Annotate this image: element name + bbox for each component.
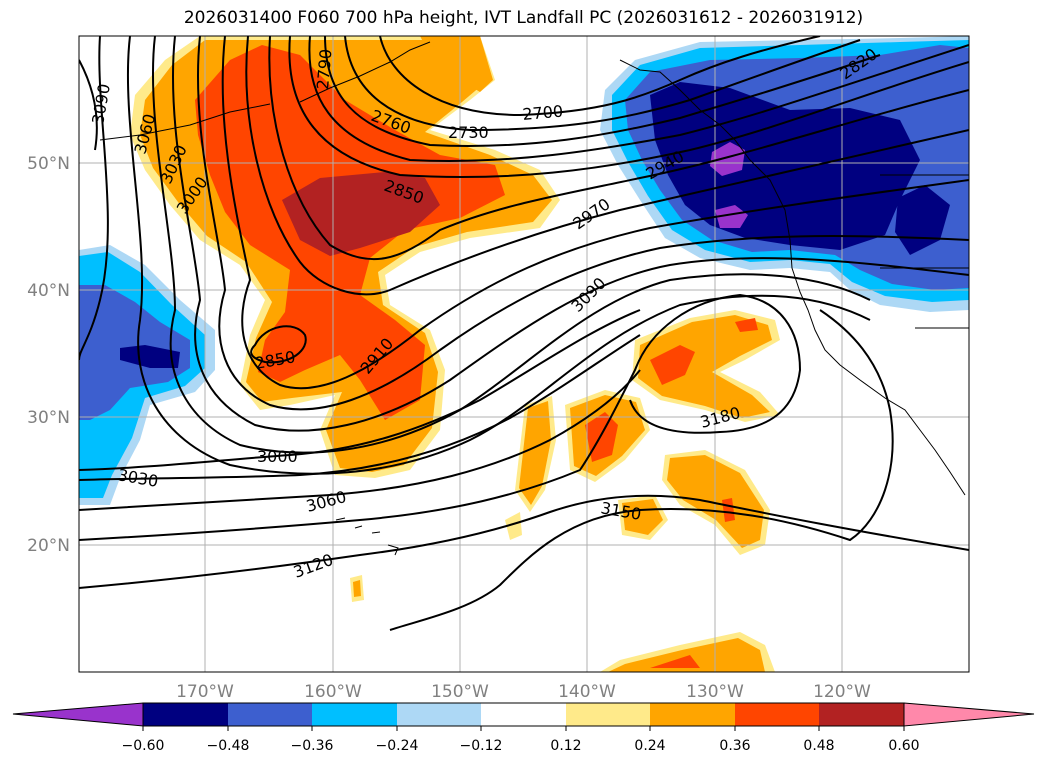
- contour-2790: [308, 36, 969, 162]
- colorbar-segment: [481, 703, 566, 726]
- contour-3090: [79, 59, 98, 151]
- positive-orange-fill: [622, 499, 663, 535]
- contour-label: 2790: [313, 48, 335, 90]
- longitude-labels: 170°W 160°W 150°W 140°W 130°W 120°W: [176, 682, 871, 702]
- contour-3000-south: [79, 309, 641, 471]
- lat-label: 20°N: [27, 536, 70, 556]
- contour-2850-closed: [250, 325, 307, 364]
- colorbar-segment: [650, 703, 735, 726]
- aleutians: [99, 103, 271, 141]
- colorbar-extend-high: [903, 702, 1035, 727]
- colorbar-tick-label: −0.24: [376, 738, 419, 754]
- lon-label: 160°W: [304, 682, 362, 702]
- colorbar-tick-label: 0.12: [550, 738, 581, 754]
- contour-3030: [127, 36, 871, 475]
- colorbar-frame: [142, 702, 905, 727]
- gridlines: [79, 36, 969, 672]
- positive-orange-fill: [608, 638, 765, 672]
- colorbar: −0.60 −0.48 −0.36 −0.24 −0.12 0.12 0.24 …: [12, 702, 1035, 754]
- lon-label: 150°W: [431, 682, 489, 702]
- colorbar-tick-label: 0.48: [803, 738, 834, 754]
- positive-redorange-fill: [650, 655, 700, 668]
- contour-3000: [152, 36, 871, 454]
- colorbar-tick-label: 0.24: [634, 738, 665, 754]
- map-title: 2026031400 F060 700 hPa height, IVT Land…: [183, 8, 864, 28]
- contour-2880: [245, 36, 969, 296]
- lat-label: 50°N: [27, 154, 70, 174]
- colorbar-segment: [819, 703, 904, 726]
- negative-purple-fill: [710, 142, 745, 176]
- colorbar-extend-low: [12, 702, 144, 727]
- colorbar-segment: [566, 703, 650, 726]
- map-panel: 3090 3060 3030 3000 2760 2730 2700 2820 …: [79, 36, 969, 672]
- colorbar-tick-label: 0.36: [719, 738, 750, 754]
- north-america-coast: [619, 59, 966, 496]
- contour-3060-south: [79, 369, 641, 511]
- latitude-labels: 50°N 40°N 30°N 20°N: [27, 154, 70, 556]
- positive-redorange-fill: [722, 498, 735, 522]
- contour-3060: [79, 36, 109, 361]
- colorbar-tick-label: −0.36: [291, 738, 334, 754]
- negative-purple-fill-2: [715, 205, 748, 228]
- contour-3030-south: [79, 334, 641, 481]
- map-frame: [78, 35, 970, 673]
- colorbar-segment: [143, 703, 228, 726]
- height-contours: [79, 36, 969, 631]
- positive-redorange-fill-2: [735, 318, 758, 332]
- positive-redorange-fill: [650, 345, 695, 385]
- contour-labels: 3090 3060 3030 3000 2760 2730 2700 2820 …: [88, 44, 880, 581]
- colorbar-tick-label: −0.12: [460, 738, 503, 754]
- alaska-coast: [299, 41, 431, 103]
- contour-2820: [288, 36, 969, 178]
- contour-2970: [172, 36, 969, 432]
- contour-3120-south: [79, 494, 969, 589]
- contour-2910: [221, 36, 969, 390]
- contour-label: 2700: [522, 102, 564, 124]
- colorbar-segment: [312, 703, 397, 726]
- lon-label: 130°W: [686, 682, 744, 702]
- colorbar-segment: [397, 703, 481, 726]
- positive-orange-top: [420, 36, 493, 92]
- colorbar-segment: [228, 703, 312, 726]
- positive-orange-fill: [353, 580, 361, 597]
- lon-label: 140°W: [558, 682, 616, 702]
- positive-yellow-fill: [505, 512, 522, 540]
- lon-label: 170°W: [176, 682, 234, 702]
- contour-2850: [268, 36, 969, 261]
- lat-label: 30°N: [27, 408, 70, 428]
- colorbar-tick-label: 0.60: [888, 738, 919, 754]
- contour-label: 3000: [257, 447, 298, 466]
- lat-label: 40°N: [27, 281, 70, 301]
- contour-3150: [389, 309, 894, 631]
- contour-2760: [324, 36, 881, 147]
- colorbar-tick-label: −0.48: [207, 738, 250, 754]
- contour-3090-south: [79, 293, 802, 541]
- negative-navy-fill: [120, 345, 180, 368]
- contour-2730: [344, 36, 861, 132]
- colorbar-tick-label: −0.60: [122, 738, 165, 754]
- coastlines: [99, 41, 969, 556]
- colorbar-segment: [735, 703, 819, 726]
- colorbar-ticks: [142, 726, 905, 731]
- contour-2700: [379, 36, 821, 117]
- hawaii-islands: [335, 517, 399, 556]
- contour-2940: [197, 36, 969, 411]
- negative-navy-fill: [650, 82, 920, 250]
- contour-label: 2730: [448, 123, 489, 142]
- lon-label: 120°W: [813, 682, 871, 702]
- positive-orange-fill: [519, 401, 551, 505]
- positive-orange-fill: [638, 315, 772, 418]
